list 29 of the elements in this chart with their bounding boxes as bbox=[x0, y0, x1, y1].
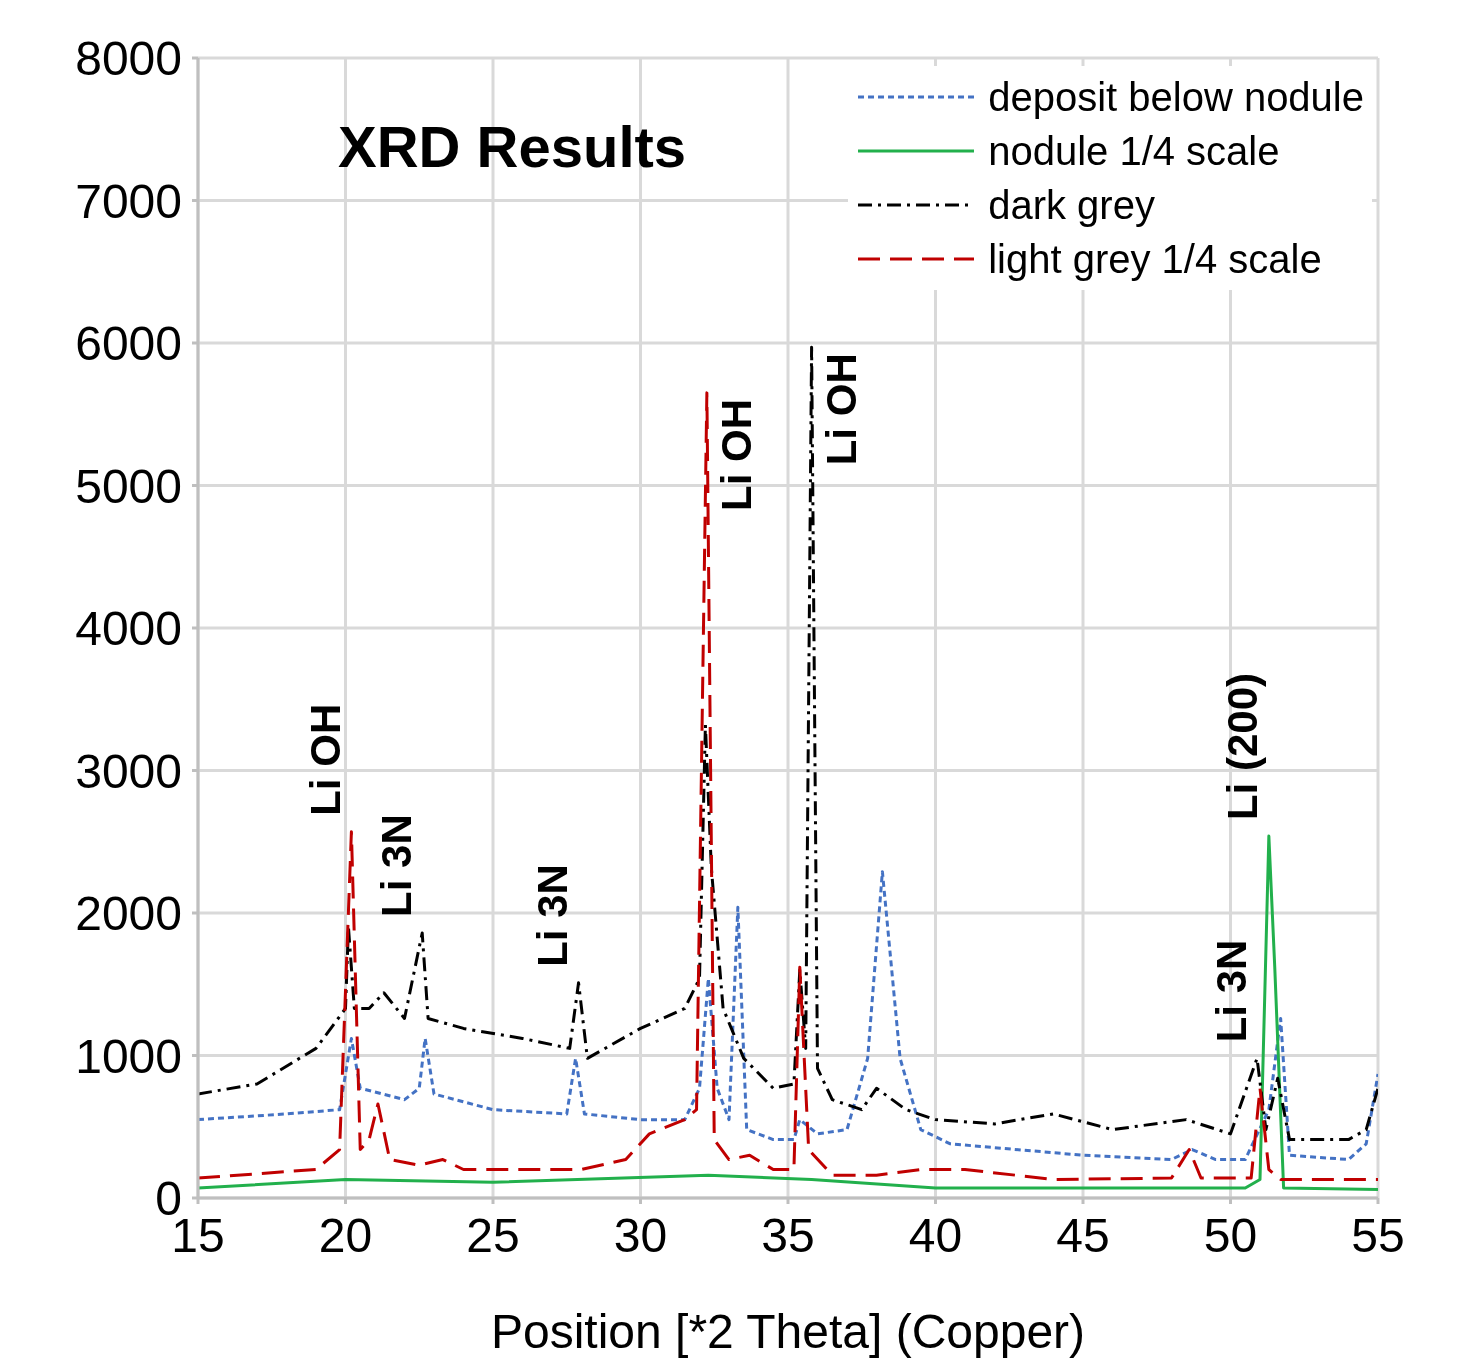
legend-label: dark grey bbox=[988, 182, 1155, 228]
annotation: Li 3N bbox=[372, 814, 420, 917]
text: XRD Results bbox=[338, 113, 687, 180]
y-tick-label: 5000 bbox=[75, 459, 182, 513]
annotation: Li 3N bbox=[1207, 939, 1255, 1043]
annotation: Li OH bbox=[301, 703, 349, 816]
x-tick-label: 20 bbox=[318, 1209, 373, 1263]
x-tick-label: 55 bbox=[1351, 1209, 1405, 1263]
y-tick-label: 7000 bbox=[75, 174, 182, 228]
legend-label: deposit below nodule bbox=[988, 74, 1364, 120]
y-tick-label: 3000 bbox=[75, 744, 182, 798]
y-tick-label: 2000 bbox=[75, 887, 182, 941]
x-tick-label: 50 bbox=[1203, 1209, 1258, 1263]
legend-label: nodule 1/4 scale bbox=[988, 128, 1280, 174]
x-tick-label: 40 bbox=[908, 1209, 963, 1263]
y-tick-label: 1000 bbox=[75, 1029, 182, 1083]
legend-label: light grey 1/4 scale bbox=[988, 236, 1322, 282]
x-tick-label: 35 bbox=[761, 1209, 815, 1263]
y-tick-label: 6000 bbox=[75, 317, 182, 371]
x-tick-label: 45 bbox=[1056, 1209, 1110, 1263]
annotation: Li (200) bbox=[1219, 673, 1267, 821]
x-tick-label: 25 bbox=[466, 1209, 520, 1263]
x-axis-title: Position [*2 Theta] (Copper) bbox=[490, 1305, 1086, 1358]
y-tick-label: 8000 bbox=[75, 32, 182, 86]
annotation: Li OH bbox=[713, 398, 761, 511]
x-tick-label: 30 bbox=[613, 1209, 668, 1263]
y-tick-label: 4000 bbox=[75, 602, 182, 656]
annotation: Li OH bbox=[818, 353, 866, 466]
annotation: Li 3N bbox=[529, 864, 577, 967]
